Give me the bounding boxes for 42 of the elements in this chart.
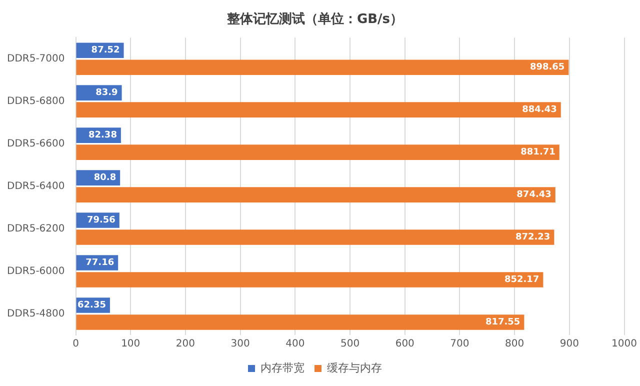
- data-label: 62.35: [78, 300, 106, 311]
- data-label: 83.9: [96, 88, 118, 98]
- y-tick-label: DDR5-6200: [6, 223, 65, 234]
- bar: [76, 187, 556, 202]
- legend-label: 缓存与内存: [327, 361, 382, 374]
- x-tick-label: 800: [505, 338, 524, 350]
- y-tick-label: DDR5-6400: [6, 180, 65, 192]
- x-tick-label: 700: [450, 338, 470, 350]
- y-tick-label: DDR5-6600: [6, 138, 65, 150]
- data-label: 884.43: [522, 105, 557, 116]
- x-tick-label: 300: [230, 338, 250, 350]
- data-label: 874.43: [516, 190, 552, 200]
- data-label: 872.23: [515, 232, 550, 243]
- x-tick-label: 100: [121, 338, 140, 350]
- y-tick-label: DDR5-6000: [6, 266, 65, 277]
- x-tick-label: 400: [286, 338, 305, 350]
- y-tick-label: DDR5-4800: [6, 308, 65, 320]
- bar: [76, 272, 544, 288]
- x-tick-label: 500: [340, 338, 360, 350]
- data-label: 881.71: [520, 148, 556, 158]
- bar: [76, 144, 560, 160]
- bar: [76, 60, 569, 75]
- data-label: 82.38: [88, 130, 117, 141]
- data-label: 80.8: [94, 173, 116, 184]
- data-label: 79.56: [86, 216, 116, 226]
- data-label: 77.16: [86, 258, 114, 268]
- data-label: 817.55: [485, 318, 520, 328]
- y-tick-label: DDR5-7000: [6, 53, 65, 64]
- x-tick-label: 0: [72, 338, 79, 350]
- bar: [76, 230, 554, 245]
- x-tick-label: 200: [176, 338, 196, 350]
- y-tick-label: DDR5-6800: [6, 96, 65, 107]
- legend-label: 内存带宽: [260, 361, 304, 374]
- bar: [76, 314, 524, 330]
- x-tick-label: 900: [560, 338, 579, 350]
- data-label: 898.65: [530, 62, 565, 73]
- data-label: 87.52: [91, 46, 120, 56]
- data-label: 852.17: [504, 275, 540, 286]
- x-tick-label: 1000: [612, 338, 637, 350]
- chart-title: 整体记忆测试（单位：GB/s）: [226, 11, 404, 28]
- x-tick-label: 600: [395, 338, 414, 350]
- bar: [76, 102, 561, 118]
